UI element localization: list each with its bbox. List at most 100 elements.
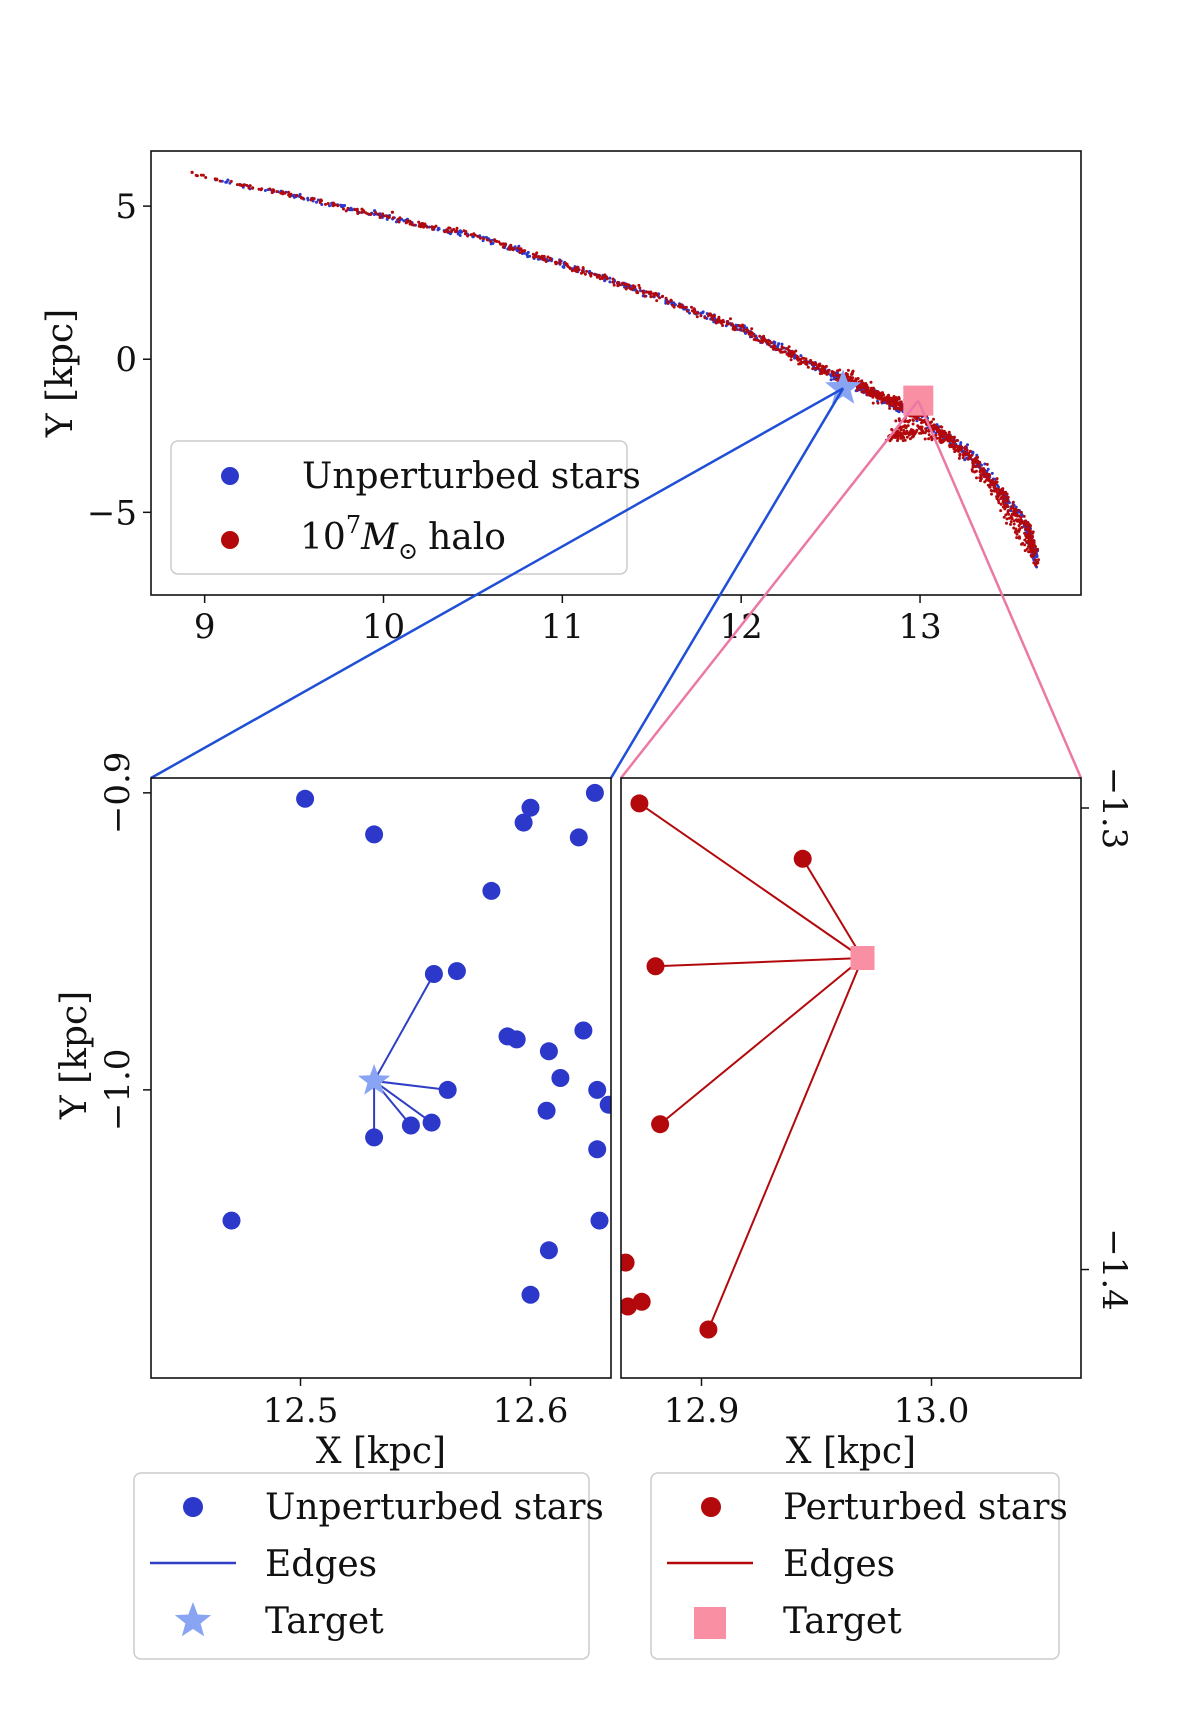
perturbed-star-dot (970, 453, 974, 457)
perturbed-star-dot (982, 475, 986, 479)
unperturbed-star-dot (226, 178, 230, 182)
perturbed-star-dot (1009, 507, 1013, 511)
perturbed-star-dot (279, 191, 283, 195)
perturbed-star-dot (1015, 536, 1019, 540)
perturbed-star-dot (879, 397, 882, 401)
perturbed-star-dot (973, 464, 977, 468)
perturbed-star-dot (621, 1253, 635, 1272)
right-zoom-axes-frame (620, 777, 1082, 1379)
perturbed-star-dot (319, 198, 323, 202)
perturbed-star-dot (271, 188, 275, 192)
perturbed-star-dot (422, 225, 426, 229)
perturbed-star-dot (823, 371, 827, 375)
perturbed-star-dot (649, 295, 653, 299)
perturbed-star-dot (541, 258, 545, 261)
perturbed-star-dot (899, 428, 903, 432)
perturbed-star-dot (919, 418, 923, 422)
left-zoom-axes-frame (150, 777, 612, 1379)
perturbed-star-dot (1029, 541, 1033, 545)
perturbed-star-dot (466, 234, 470, 238)
perturbed-star-dot (805, 363, 809, 366)
perturbed-star-dot (881, 392, 885, 396)
perturbed-star-dot (892, 396, 896, 400)
perturbed-star-dot (892, 407, 896, 411)
perturbed-star-dot (534, 255, 538, 259)
perturbed-star-dot (986, 475, 989, 478)
left-legend: Unperturbed stars Edges Target (133, 1472, 604, 1660)
perturbed-star-dot (287, 193, 291, 197)
perturbed-star-dot (558, 261, 562, 265)
left-legend-box (133, 1472, 590, 1660)
perturbed-star-dot (888, 406, 892, 410)
perturbed-star-dot (1024, 527, 1028, 531)
perturbed-star-dot (240, 184, 244, 188)
perturbed-star-dot (815, 365, 819, 369)
unperturbed-star-dot (263, 189, 267, 192)
perturbed-star-dot (831, 373, 835, 377)
perturbed-star-dot (603, 273, 607, 277)
perturbed-star-dot (199, 173, 203, 177)
unperturbed-star-dot (966, 443, 969, 447)
perturbed-star-dot (434, 224, 438, 228)
perturbed-star-dot (952, 435, 956, 439)
perturbed-star-dot (1020, 525, 1024, 529)
perturbed-star-dot (729, 317, 732, 321)
perturbed-star-dot (1022, 514, 1026, 518)
overview-y-axis-label: Y [kpc] (40, 309, 81, 438)
overview-axes-frame (150, 150, 1082, 596)
perturbed-star-dot (653, 292, 657, 296)
perturbed-star-dot (331, 201, 335, 205)
perturbed-star-dot (955, 449, 959, 452)
perturbed-star-dot (542, 254, 546, 258)
unperturbed-star-dot (521, 798, 540, 817)
perturbed-star-dot (918, 431, 922, 435)
perturbed-star-dot (905, 419, 909, 423)
perturbed-star-dot (876, 401, 880, 405)
perturbed-star-dot (1003, 495, 1007, 499)
perturbed-star-dot (669, 298, 673, 302)
perturbed-star-dot (671, 303, 675, 307)
perturbed-star-dot (523, 249, 527, 253)
y-tick-label: −5 (87, 493, 137, 533)
perturbed-star-dot (1006, 495, 1010, 499)
perturbed-star-dot (927, 429, 931, 433)
perturbed-star-dot (976, 455, 980, 459)
perturbed-star-dot (866, 393, 870, 397)
zoom-connectors (150, 387, 1083, 780)
perturbed-star-dot (326, 202, 330, 205)
perturbed-star-dot (889, 437, 893, 441)
perturbed-star-dot (750, 327, 754, 331)
perturbed-star-dot (996, 499, 1000, 502)
perturbed-star-dot (546, 255, 550, 259)
unperturbed-star-dot (489, 242, 493, 246)
perturbed-star-dot (804, 357, 808, 361)
perturbed-star-dot (504, 242, 508, 246)
perturbed-star-dot (947, 430, 951, 434)
perturbed-star-dot (901, 435, 905, 439)
perturbed-star-dot (958, 448, 962, 452)
connector-pink-right (917, 400, 1083, 779)
unperturbed-star-dot (422, 1113, 441, 1132)
perturbed-star-dot (1025, 536, 1029, 540)
unperturbed-star-dot (664, 301, 668, 305)
perturbed-star-dot (862, 389, 866, 393)
unperturbed-star-dot (829, 378, 833, 382)
overview-legend-halo-marker (221, 531, 239, 549)
perturbed-star-dot (963, 451, 967, 455)
perturbed-star-dot (661, 294, 665, 298)
perturbed-star-dot (1015, 532, 1019, 536)
perturbed-star-dot (992, 485, 996, 489)
perturbed-star-dot (1032, 552, 1036, 556)
perturbed-star-dot (1023, 538, 1027, 542)
left-zoom-panel: 12.5 12.6 −0.9 −1.0 X [kpc] Y [kpc] (54, 752, 612, 1472)
unperturbed-star-dot (590, 1211, 609, 1230)
edge-line (659, 957, 864, 1125)
perturbed-star-dot (927, 437, 931, 441)
perturbed-star-dot (713, 314, 716, 318)
perturbed-star-dot (518, 251, 522, 255)
perturbed-star-dot (493, 238, 497, 242)
perturbed-star-dot (376, 212, 380, 216)
perturbed-star-dot (581, 266, 585, 270)
perturbed-star-dot (764, 339, 768, 343)
perturbed-star-dot (945, 437, 949, 441)
